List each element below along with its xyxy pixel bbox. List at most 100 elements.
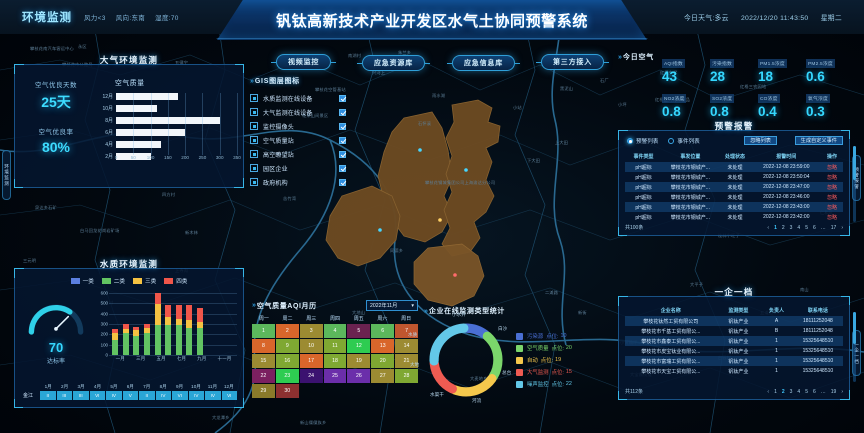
table-row[interactable]: pH超标 攀枝花市钢城产... 未处理 2022-12-08 23:43:00 忽略 [625,202,843,212]
gis-layer-checkbox[interactable] [339,164,346,172]
calendar-day[interactable]: 24 [299,369,323,383]
row-action-ignore[interactable]: 忽略 [827,214,838,221]
calendar-day[interactable]: 15 [252,354,275,368]
calendar-day[interactable]: 11 [323,339,347,353]
calendar-day[interactable]: 25 [323,369,347,383]
calendar-day[interactable]: 23 [275,369,299,383]
page-link[interactable]: 19 [830,388,837,395]
donut-legend-item[interactable]: 空气质量 点位: 20 [516,342,572,354]
calendar-day[interactable]: 29 [252,384,275,398]
page-link[interactable]: 4 [797,224,801,231]
donut-legend-item[interactable]: 自动 点位: 19 [516,354,572,366]
water-legend-item[interactable]: 一类 [70,277,94,285]
calendar-day[interactable]: 3 [299,324,323,338]
rail-left-environment[interactable]: 环境监测 [2,150,11,200]
gis-layer-item-2[interactable]: 监控摄像头 [250,119,346,133]
calendar-day[interactable]: 9 [275,339,299,353]
calendar-day[interactable]: 13 [371,339,395,353]
donut-legend-item[interactable]: 污染源 点位: 10 [516,330,572,342]
archive-pagination[interactable]: ‹ 1 2 3 4 5 6 … 19 › [767,389,843,395]
donut-legend-item[interactable]: 噪声监控 点位: 22 [516,378,572,390]
page-link[interactable]: 5 [805,388,808,395]
calendar-day[interactable]: 1 [252,324,275,338]
gis-layer-item-6[interactable]: 政府机构 [250,175,346,189]
tab-emergency-info[interactable]: 应急信息库 [447,55,520,71]
donut-legend-item[interactable]: 大气监测 点位: 15 [516,366,572,378]
calendar-day[interactable]: 5 [347,324,371,338]
table-row[interactable]: pH超标 攀枝花市钢城产... 未处理 2022-12-08 23:46:00 忽略 [625,192,843,202]
calendar-day[interactable]: 12 [347,339,371,353]
page-link[interactable]: 1 [774,224,777,231]
rail-right-archive[interactable]: 一企一档 [852,330,861,376]
calendar-day[interactable]: 16 [275,354,299,368]
calendar-day[interactable]: 2 [275,324,299,338]
row-action-ignore[interactable]: 忽略 [827,194,838,201]
calendar-day[interactable]: 4 [323,324,347,338]
page-link[interactable]: 6 [812,388,816,395]
gis-layer-item-0[interactable]: 水质监测在线设备 [250,91,346,105]
calendar-day[interactable]: 22 [252,369,275,383]
row-action-ignore[interactable]: 忽略 [827,204,838,211]
page-link[interactable]: › [841,224,843,231]
calendar-day[interactable]: 19 [347,354,371,368]
calendar-day[interactable]: 7 [395,324,418,338]
row-action-ignore[interactable]: 忽略 [827,164,838,171]
row-action-ignore[interactable]: 忽略 [827,184,838,191]
gis-layer-checkbox[interactable] [339,94,346,102]
radio-warning-list[interactable]: 预警列表 [627,137,658,145]
page-link[interactable]: 5 [805,224,808,231]
calendar-day[interactable]: 27 [371,369,395,383]
tab-video-monitor[interactable]: 视频监控 [270,54,337,70]
table-row[interactable]: 攀枝花市鑫泰工贸有限公... 钒钛产业 1 15325648510 [625,336,843,346]
gis-layer-checkbox[interactable] [339,122,346,130]
calendar-day[interactable]: 30 [275,384,299,398]
alarm-scrollbar[interactable] [853,146,856,222]
calendar-day[interactable]: 14 [395,339,418,353]
table-row[interactable]: pH超标 攀枝花市钢城产... 未处理 2022-12-08 23:47:00 忽略 [625,182,843,192]
calendar-day[interactable]: 17 [299,354,323,368]
archive-scrollbar[interactable] [853,312,856,382]
water-legend-item[interactable]: 三类 [133,277,156,285]
water-legend-item[interactable]: 二类 [101,277,125,285]
page-link[interactable]: … [820,224,826,231]
page-link[interactable]: … [820,388,826,395]
calendar-day[interactable]: 28 [395,369,418,383]
gis-layer-checkbox[interactable] [339,136,346,144]
page-link[interactable]: 17 [830,224,837,231]
month-select[interactable]: 2022年11月 ▾ [366,300,418,311]
page-link[interactable]: › [841,388,843,395]
page-link[interactable]: 3 [789,224,793,231]
water-legend-item[interactable]: 四类 [164,277,187,285]
donut-slice[interactable] [429,323,503,397]
page-link[interactable]: 6 [812,224,816,231]
table-row[interactable]: 攀枝花市皮宝钛业有限公... 钒钛产业 1 15325648510 [625,346,843,356]
radio-event-list[interactable]: 事件列表 [668,137,700,145]
table-row[interactable]: 攀枝花市天宝工贸有限公... 钒钛产业 1 15325648510 [625,366,843,376]
ignore-list-button[interactable]: 忽略列表 [744,136,777,145]
gis-layer-item-3[interactable]: 空气质量站 [250,133,346,147]
tab-emergency-resources[interactable]: 应急资源库 [357,55,430,71]
calendar-day[interactable]: 20 [371,354,395,368]
table-row[interactable]: pH超标 攀枝花市钢城产... 未处理 2022-12-08 23:59:00 忽略 [625,162,843,172]
alarm-pagination[interactable]: ‹ 1 2 3 4 5 6 … 17 › [767,225,843,231]
gis-layer-checkbox[interactable] [339,178,346,186]
calendar-day[interactable]: 21 [395,354,418,368]
table-row[interactable]: pH超标 攀枝花市钢城产... 未处理 2022-12-08 23:42:00 忽略 [625,212,843,222]
donut-slice[interactable] [429,323,503,397]
rail-right-alarm[interactable]: 预警报警 [852,155,861,201]
gis-layer-item-1[interactable]: 大气监测在线设备 [250,105,346,119]
row-action-ignore[interactable]: 忽略 [827,174,838,181]
calendar-day[interactable]: 26 [347,369,371,383]
page-link[interactable]: 2 [781,388,785,395]
gis-layer-item-5[interactable]: 园区企业 [250,161,346,175]
calendar-day[interactable]: 10 [299,339,323,353]
calendar-day[interactable]: 18 [323,354,347,368]
table-row[interactable]: pH超标 攀枝花市钢城产... 未处理 2022-12-08 23:50:04 忽略 [625,172,843,182]
page-link[interactable]: 2 [781,224,785,231]
calendar-day[interactable]: 8 [252,339,275,353]
create-custom-event-button[interactable]: 生成自定义事件 [794,136,843,145]
page-link[interactable]: 1 [774,388,777,395]
donut-slice[interactable] [429,323,503,397]
page-link[interactable]: 3 [789,388,793,395]
table-row[interactable]: 攀枝花钛然工贸有限公司 钒钛产业 A 18111252048 [625,316,843,326]
